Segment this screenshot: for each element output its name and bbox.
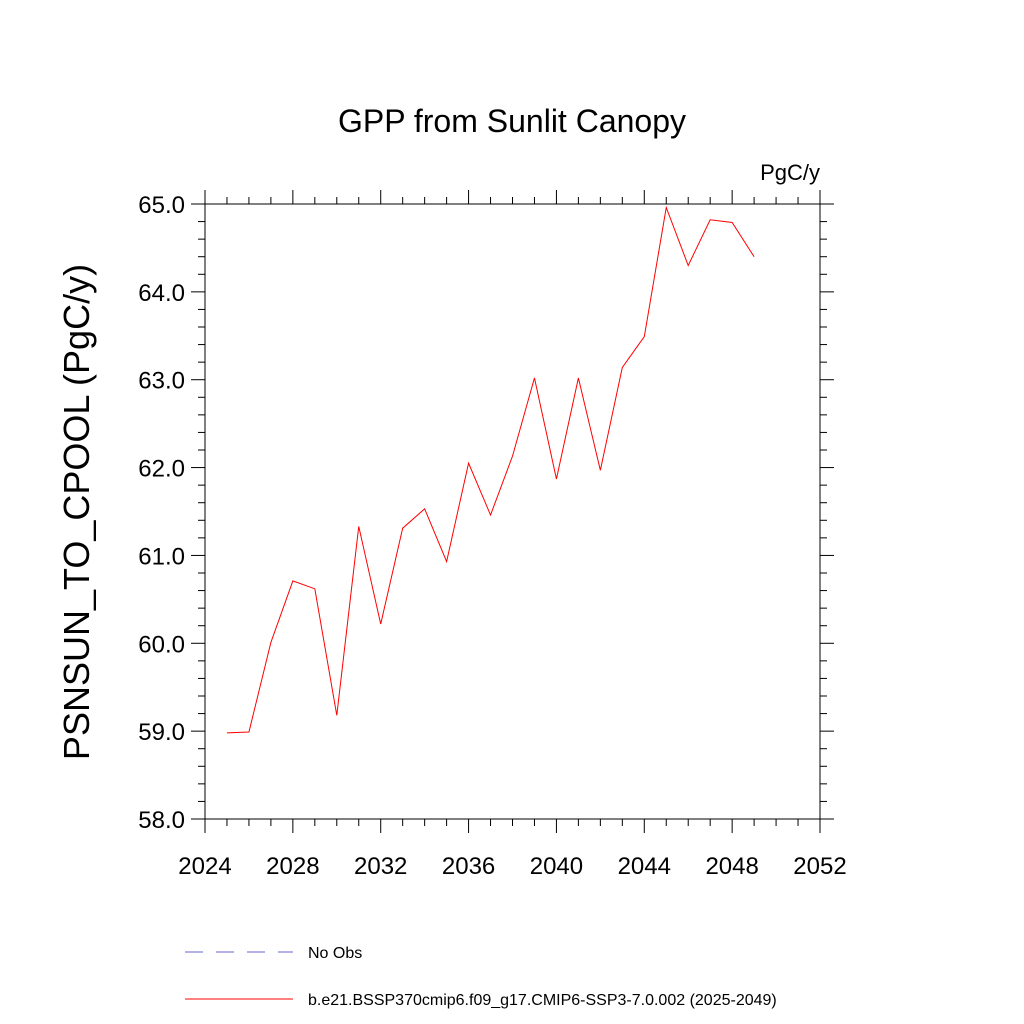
- legend: No Obs b.e21.BSSP370cmip6.f09_g17.CMIP6-S…: [185, 945, 777, 1009]
- x-tick-label: 2032: [354, 853, 407, 880]
- x-tick-label: 2036: [442, 853, 495, 880]
- y-tick-label: 58.0: [138, 807, 185, 834]
- x-tick-label: 2052: [793, 853, 846, 880]
- chart-title: GPP from Sunlit Canopy: [338, 103, 686, 139]
- axis-tick-labels: 2024 2028 2032 2036 2040 2044 2048 2052 58.0 59.0…: [138, 192, 846, 880]
- legend-label: No Obs: [308, 945, 362, 962]
- legend-label: b.e21.BSSP370cmip6.f09_g17.CMIP6-SSP3-7.…: [308, 992, 777, 1009]
- x-tick-label: 2044: [618, 853, 671, 880]
- units-label: PgC/y: [760, 160, 820, 185]
- y-tick-label: 59.0: [138, 719, 185, 746]
- plot-frame: [204, 203, 821, 820]
- x-tick-label: 2040: [530, 853, 583, 880]
- x-tick-label: 2048: [705, 853, 758, 880]
- x-tick-label: 2024: [178, 853, 231, 880]
- data-series: [226, 205, 755, 734]
- y-axis-label: PSNSUN_TO_CPOOL (PgC/y): [56, 264, 97, 760]
- axis-ticks: [191, 190, 834, 833]
- y-tick-label: 63.0: [138, 368, 185, 395]
- y-tick-label: 61.0: [138, 543, 185, 570]
- x-tick-label: 2028: [266, 853, 319, 880]
- y-tick-label: 65.0: [138, 192, 185, 219]
- y-tick-label: 60.0: [138, 631, 185, 658]
- y-tick-label: 64.0: [138, 280, 185, 307]
- series-line: [226, 205, 755, 734]
- y-tick-label: 62.0: [138, 456, 185, 483]
